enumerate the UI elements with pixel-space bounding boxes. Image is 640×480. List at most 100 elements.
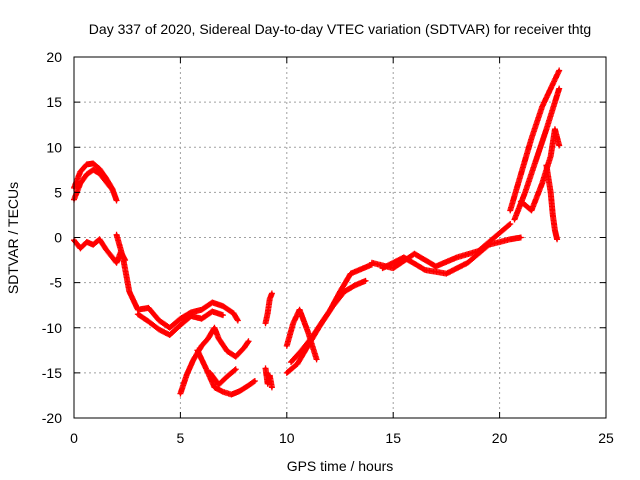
- data-point: [508, 222, 512, 226]
- data-point: [270, 385, 274, 389]
- data-point: [232, 311, 236, 315]
- data-point: [523, 190, 527, 194]
- data-point: [168, 326, 172, 330]
- data-point: [285, 344, 289, 348]
- data-point: [189, 311, 193, 314]
- data-point: [196, 348, 199, 352]
- data-point: [296, 362, 299, 366]
- data-point: [221, 313, 225, 317]
- x-tick-label: 20: [492, 430, 508, 446]
- data-point: [85, 240, 89, 244]
- data-point: [225, 375, 229, 378]
- data-point: [242, 346, 246, 350]
- series-track-16: [507, 67, 563, 214]
- y-tick-label: -20: [42, 410, 62, 426]
- data-point: [200, 308, 204, 312]
- data-point: [78, 170, 82, 174]
- y-tick-label: -15: [42, 365, 62, 381]
- x-tick-label: 15: [385, 430, 401, 446]
- data-point: [557, 144, 561, 147]
- data-point: [127, 290, 131, 294]
- data-point: [221, 304, 225, 308]
- data-point: [217, 337, 221, 340]
- data-point: [136, 312, 140, 316]
- data-point: [530, 136, 533, 140]
- data-marks: [71, 67, 563, 398]
- data-point: [353, 283, 357, 287]
- data-point: [487, 243, 491, 247]
- data-point: [455, 255, 459, 259]
- data-point: [200, 317, 204, 321]
- data-point: [264, 366, 267, 370]
- data-point: [213, 326, 216, 330]
- data-point: [553, 100, 557, 104]
- data-point: [549, 154, 553, 158]
- data-point: [321, 319, 325, 322]
- data-point: [342, 290, 346, 294]
- data-point: [285, 371, 289, 375]
- y-axis-label: SDTVAR / TECUs: [5, 182, 21, 294]
- data-point: [225, 349, 229, 353]
- y-tick-label: 15: [46, 94, 62, 110]
- series-track-5: [134, 308, 226, 338]
- data-point: [168, 333, 172, 337]
- data-point: [217, 383, 221, 387]
- data-point: [157, 328, 161, 331]
- y-tick-label: 20: [46, 49, 62, 65]
- series-track-15: [379, 234, 524, 277]
- data-point: [391, 266, 395, 270]
- data-point: [266, 311, 270, 315]
- data-point: [530, 209, 533, 212]
- series-track-13: [283, 306, 320, 363]
- series-track-17: [511, 85, 563, 223]
- data-point: [234, 367, 238, 371]
- data-point: [413, 252, 416, 256]
- data-point: [115, 261, 118, 265]
- data-point: [306, 330, 310, 334]
- x-tick-label: 5: [177, 430, 185, 446]
- data-point: [270, 292, 274, 295]
- y-tick-label: -10: [42, 320, 62, 336]
- data-point: [213, 385, 216, 389]
- data-point: [185, 373, 189, 377]
- data-point: [332, 303, 336, 307]
- data-point: [508, 209, 512, 212]
- data-point: [179, 323, 182, 327]
- data-point: [370, 261, 374, 265]
- data-point: [349, 272, 353, 275]
- data-point: [534, 159, 538, 163]
- data-point: [200, 344, 204, 348]
- data-point: [98, 167, 101, 171]
- data-point: [540, 105, 544, 109]
- data-point: [238, 389, 242, 393]
- data-point: [540, 181, 544, 185]
- data-point: [136, 308, 140, 312]
- series-track-7: [194, 347, 258, 398]
- data-point: [221, 390, 225, 394]
- data-point: [91, 243, 95, 247]
- data-point: [557, 69, 561, 72]
- data-point: [247, 339, 250, 343]
- series-track-4: [113, 231, 241, 331]
- data-point: [189, 314, 193, 318]
- data-point: [247, 384, 250, 387]
- data-point: [110, 255, 114, 259]
- data-point: [315, 357, 318, 361]
- x-tick-label: 25: [598, 430, 614, 446]
- data-point: [78, 181, 82, 185]
- data-point: [551, 82, 555, 86]
- data-point: [266, 382, 270, 386]
- data-point: [264, 321, 267, 325]
- data-point: [555, 237, 559, 241]
- data-point: [115, 199, 118, 202]
- data-point: [423, 268, 427, 272]
- data-point: [364, 279, 367, 283]
- data-point: [121, 255, 125, 259]
- data-point: [147, 320, 150, 323]
- data-point: [549, 190, 553, 194]
- data-point: [513, 218, 516, 221]
- y-tick-label: 10: [46, 139, 62, 155]
- data-point: [157, 319, 161, 322]
